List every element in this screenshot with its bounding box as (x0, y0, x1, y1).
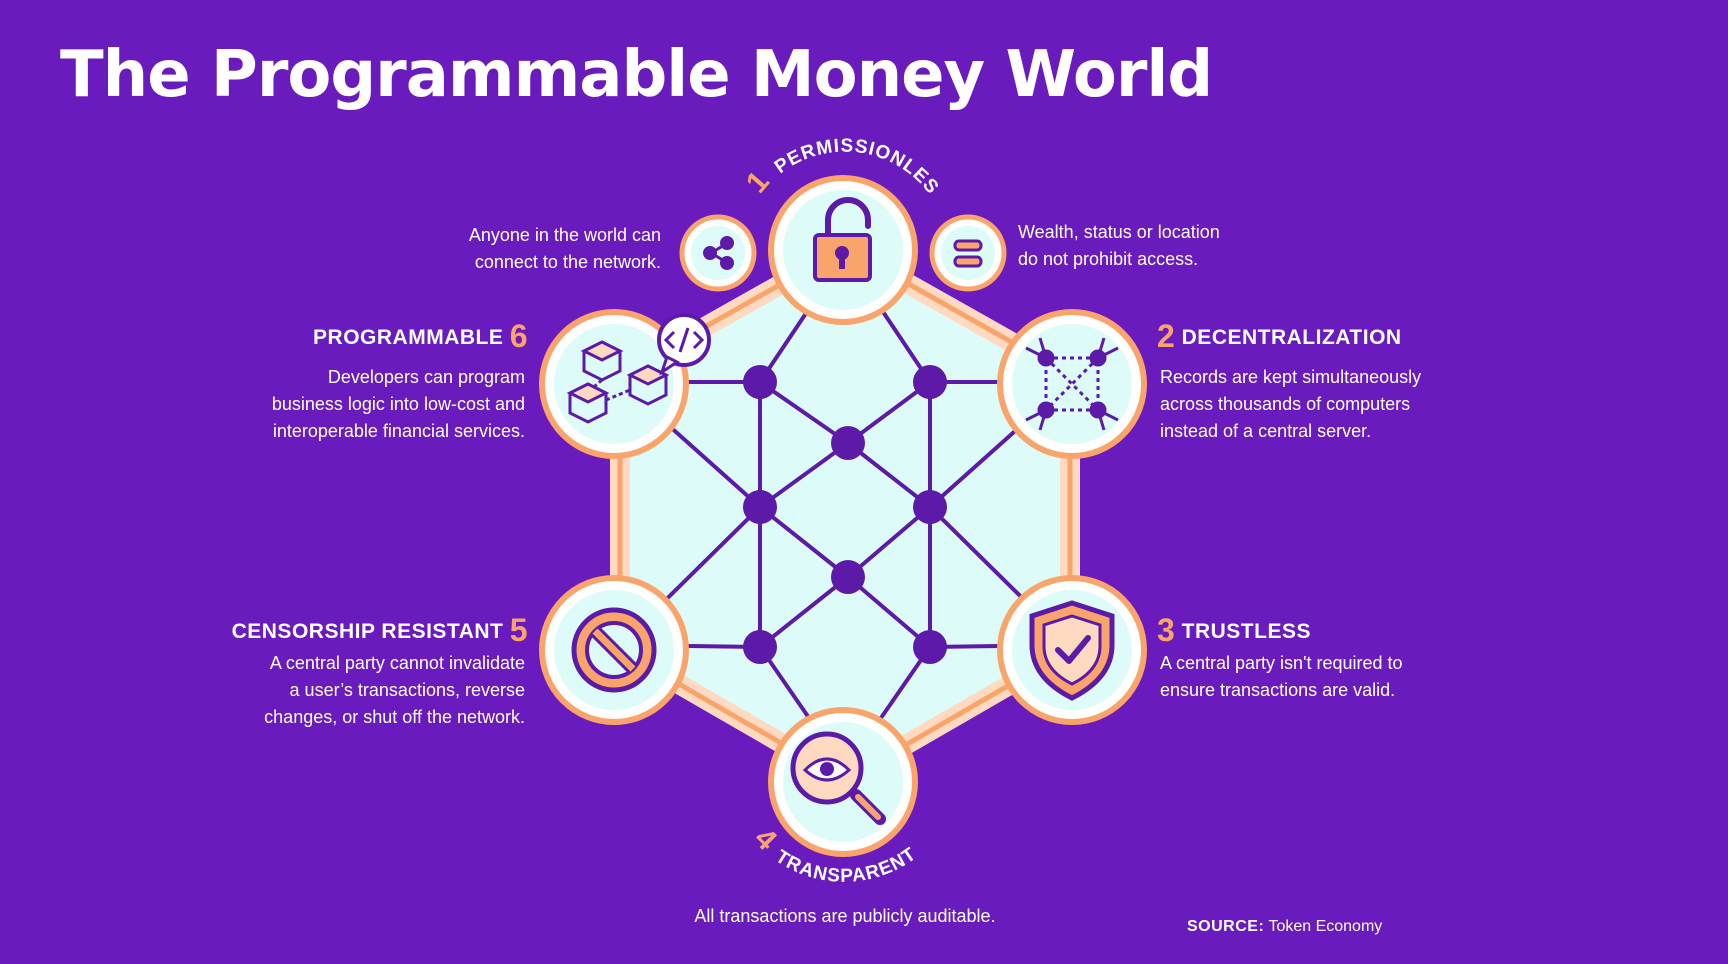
share-icon (703, 236, 734, 270)
feature-2-circle (997, 309, 1147, 459)
prohibited-icon (571, 607, 657, 693)
feature-4-number: 4 (748, 822, 784, 858)
feature-1-circle (768, 175, 918, 325)
equal-icon (953, 239, 983, 268)
feature-3-description: A central party isn't required to ensure… (1160, 653, 1403, 700)
feature-3-circle (997, 575, 1147, 725)
feature-4-circle (768, 707, 918, 857)
code-bubble-icon (657, 313, 711, 376)
feature-4-description: All transactions are publicly auditable. (694, 906, 996, 926)
feature-1-description-right: Wealth, status or location do not prohib… (1018, 222, 1220, 269)
cubes-code-icon (566, 340, 670, 424)
feature-6-description: Developers can program business logic in… (271, 367, 525, 441)
shield-check-icon (1029, 600, 1115, 701)
feature-2-description: Records are kept simultaneously across t… (1160, 367, 1422, 441)
feature-3-heading: 3 Trustless (1157, 612, 1311, 648)
network-nodes-icon (1025, 337, 1119, 431)
unlocked-padlock-icon (813, 197, 872, 282)
page-title: The Programmable Money World (60, 38, 1213, 112)
feature-1-name: Permissionless (0, 0, 943, 199)
feature-5-circle (539, 575, 689, 725)
feature-1-description-left: Anyone in the world can connect to the n… (468, 225, 661, 272)
feature-1-heading: 1 Permissionless (0, 0, 943, 199)
feature-1-number: 1 (740, 164, 777, 199)
equal-icon-circle (929, 214, 1007, 292)
feature-6-heading: Programmable 6 (313, 318, 528, 354)
feature-6-circle (539, 309, 711, 459)
share-icon-circle (679, 214, 757, 292)
eye-magnifier-icon (790, 731, 886, 825)
source-credit: Source: Token Economy (1187, 918, 1383, 935)
feature-5-heading: Censorship Resistant 5 (231, 612, 528, 648)
feature-5-description: A central party cannot invalidate a user… (264, 653, 525, 727)
feature-2-heading: 2 Decentralization (1157, 318, 1402, 354)
network-nodes (743, 365, 947, 664)
